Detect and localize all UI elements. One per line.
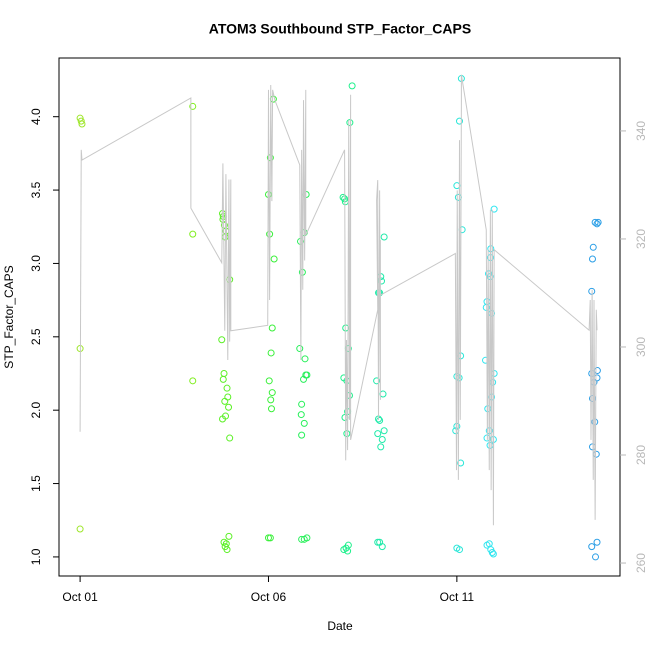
point <box>340 546 348 554</box>
y-tick-label: 2.5 <box>29 328 43 345</box>
point <box>189 230 197 238</box>
point <box>593 374 601 382</box>
y-tick-label: 1.0 <box>29 548 43 565</box>
point <box>592 553 600 561</box>
point <box>268 324 276 332</box>
point <box>455 546 463 554</box>
point <box>267 396 275 404</box>
point <box>588 255 596 263</box>
point <box>221 397 229 405</box>
point <box>346 119 354 127</box>
point <box>296 345 304 353</box>
point <box>454 193 462 201</box>
point <box>220 369 228 377</box>
point <box>267 349 275 357</box>
point <box>224 393 232 401</box>
point <box>591 218 599 226</box>
point <box>266 534 274 542</box>
x-tick-label: Oct 11 <box>440 590 475 604</box>
y2-tick-label: 340 <box>634 121 648 141</box>
point <box>592 450 600 458</box>
point <box>377 443 385 451</box>
point <box>189 377 197 385</box>
y-tick-label: 4.0 <box>29 108 43 125</box>
y2-tick-label: 300 <box>634 337 648 357</box>
point <box>378 543 386 551</box>
point <box>267 405 275 413</box>
point <box>373 377 381 385</box>
point <box>303 534 311 542</box>
x-axis-title: Date <box>327 619 353 633</box>
point <box>455 117 463 125</box>
point <box>298 400 306 408</box>
point <box>301 355 309 363</box>
point <box>343 430 351 438</box>
y2-tick-label: 280 <box>634 445 648 465</box>
point <box>379 390 387 398</box>
y-tick-label: 3.5 <box>29 181 43 198</box>
point <box>488 549 496 557</box>
point <box>219 375 227 383</box>
point <box>219 415 227 423</box>
point <box>189 102 197 110</box>
point <box>374 538 382 546</box>
point <box>486 441 494 449</box>
point <box>380 427 388 435</box>
point <box>344 547 352 555</box>
plot-box <box>58 57 621 577</box>
point <box>270 255 278 263</box>
point <box>593 538 601 546</box>
point <box>348 82 356 90</box>
point <box>593 367 601 375</box>
point <box>588 543 596 551</box>
x-tick-label: Oct 01 <box>62 590 98 604</box>
point <box>490 205 498 213</box>
point <box>378 436 386 444</box>
point <box>380 233 388 241</box>
point <box>264 534 272 542</box>
point <box>77 117 85 125</box>
point <box>300 419 308 427</box>
point <box>298 431 306 439</box>
y-tick-label: 2.0 <box>29 402 43 419</box>
point <box>78 120 86 128</box>
y-tick-label: 3.0 <box>29 255 43 272</box>
line <box>79 74 598 526</box>
point <box>457 459 465 467</box>
point <box>218 336 226 344</box>
point <box>297 411 305 419</box>
point <box>268 389 276 397</box>
chart-title: ATOM3 Southbound STP_Factor_CAPS <box>209 21 471 37</box>
y-tick-label: 1.5 <box>29 475 43 492</box>
point <box>223 384 231 392</box>
y-axis-title: STP_Factor_CAPS <box>2 265 16 368</box>
x-tick-label: Oct 06 <box>251 590 287 604</box>
point <box>489 550 497 558</box>
point <box>265 377 273 385</box>
point <box>594 218 602 226</box>
point <box>374 430 382 438</box>
point <box>223 546 231 554</box>
point <box>225 532 233 540</box>
point <box>376 416 384 424</box>
point <box>225 403 233 411</box>
point <box>226 434 234 442</box>
y2-tick-label: 320 <box>634 229 648 249</box>
y2-tick-label: 260 <box>634 553 648 573</box>
point <box>300 375 308 383</box>
point <box>76 525 84 533</box>
point <box>589 243 597 251</box>
point <box>593 220 601 228</box>
